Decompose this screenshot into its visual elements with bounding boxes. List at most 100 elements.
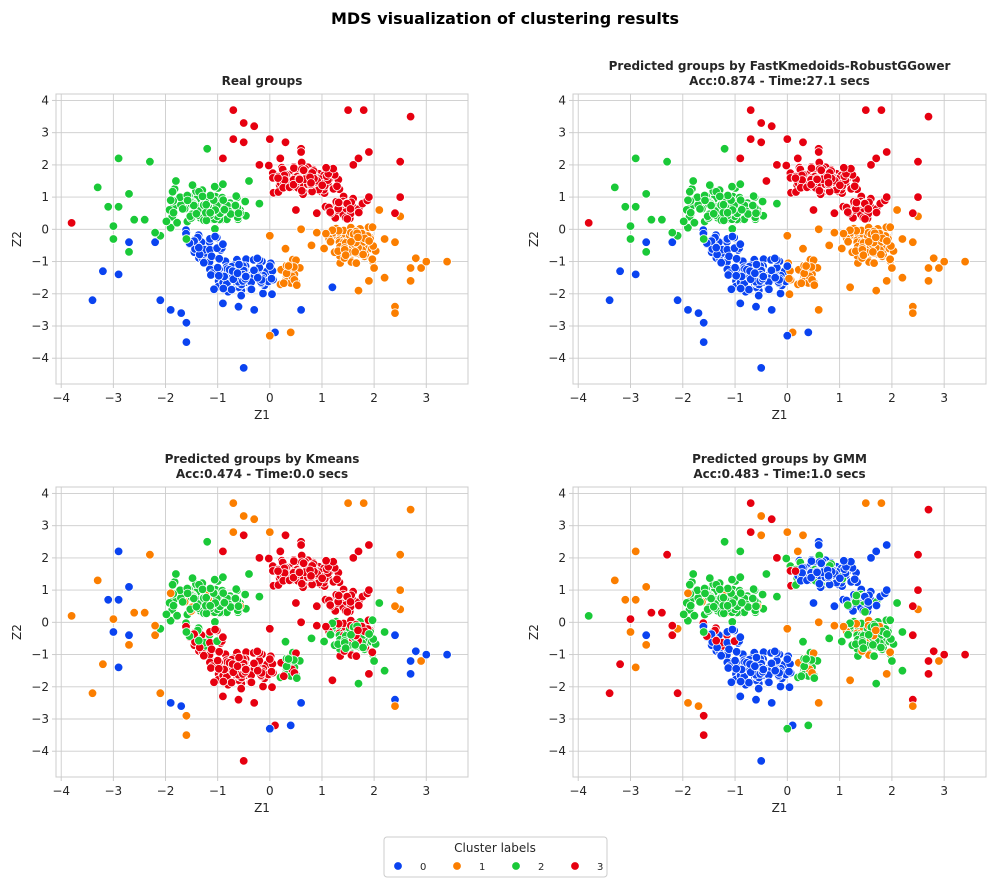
scatter-point [716, 651, 726, 661]
legend-marker-2 [511, 861, 521, 871]
scatter-point [214, 664, 224, 674]
scatter-point [887, 263, 897, 273]
scatter-point [693, 308, 704, 318]
scatter-point [359, 498, 369, 508]
scatter-point [209, 677, 219, 688]
scatter-point [201, 199, 211, 210]
scatter-point [249, 121, 259, 131]
subplot-title: Real groups [222, 74, 303, 88]
scatter-point [782, 527, 793, 537]
axes-frame [572, 486, 987, 778]
scatter-point [113, 269, 124, 280]
scatter-point [405, 276, 416, 286]
scatter-point [892, 598, 902, 608]
scatter-point [364, 276, 374, 286]
scatter-point [181, 730, 192, 740]
scatter-point [709, 602, 719, 612]
scatter-point [124, 582, 134, 592]
scatter-point [869, 651, 879, 661]
scatter-point [176, 701, 186, 711]
scatter-point [757, 589, 768, 600]
x-tick-label: −1 [209, 391, 227, 405]
scatter-point [234, 652, 244, 663]
scatter-point [240, 196, 250, 207]
scatter-point [672, 295, 683, 305]
y-tick-label: −2 [548, 680, 566, 694]
scatter-point [161, 216, 172, 227]
scatter-point [631, 595, 641, 605]
scatter-point [737, 598, 747, 608]
scatter-point [246, 677, 257, 688]
scatter-point [205, 190, 216, 201]
subplot-real-groups: Real groups −4 −3 −2 −1 0 1 2 3 −4 −3 −2 −1 0 1 2 3 4 Z1 Z2 [10, 74, 469, 422]
scatter-point [228, 105, 239, 115]
scatter-point [631, 546, 641, 557]
y-axis-label: Z2 [10, 231, 24, 247]
scatter-point [212, 655, 223, 666]
scatter-point [214, 271, 224, 281]
scatter-point [364, 147, 374, 157]
scatter-point [735, 179, 746, 189]
scatter-point [723, 583, 733, 594]
scatter-point [346, 237, 356, 247]
scatter-point [751, 259, 762, 270]
scatter-point [706, 200, 716, 211]
scatter-point [327, 282, 338, 293]
scatter-point [604, 688, 615, 698]
scatter-point [812, 174, 822, 185]
x-tick-label: 1 [836, 784, 844, 798]
scatter-point [421, 256, 432, 267]
x-axis-label: Z1 [772, 408, 788, 422]
scatter-point [253, 273, 263, 283]
scatter-point [866, 553, 876, 563]
scatter-point [341, 250, 351, 260]
scatter-point [354, 600, 364, 611]
scatter-point [265, 624, 275, 634]
y-tick-label: 1 [41, 583, 49, 597]
scatter-point [206, 663, 216, 673]
scatter-point [814, 147, 824, 157]
scatter-point [689, 217, 700, 228]
scatter-point [781, 553, 792, 564]
scatter-point [790, 173, 801, 183]
scatter-point [934, 263, 944, 273]
scatter-point [113, 153, 124, 164]
legend-marker-1 [452, 861, 462, 871]
y-tick-label: 1 [41, 190, 49, 204]
scatter-point [209, 181, 220, 192]
scatter-point [345, 204, 356, 214]
scatter-point [735, 546, 746, 557]
scatter-point [699, 627, 709, 637]
scatter-point [416, 656, 426, 666]
scatter-point [923, 669, 934, 679]
scatter-point [695, 597, 705, 607]
x-tick-label: −2 [674, 784, 692, 798]
scatter-point [181, 711, 192, 721]
scatter-point [861, 498, 871, 508]
scatter-point [240, 589, 250, 600]
scatter-point [364, 629, 374, 639]
scatter-point [113, 595, 124, 605]
scatter-point [641, 630, 651, 640]
scatter-point [191, 602, 202, 612]
scatter-point [730, 262, 740, 273]
scatter-point [390, 208, 400, 218]
scatter-point [405, 656, 416, 666]
scatter-point [784, 682, 795, 692]
scatter-point [756, 511, 766, 521]
scatter-point [289, 163, 299, 173]
subplot-title: Predicted groups by Kmeans Acc:0.474 - Ti… [165, 452, 360, 481]
scatter-point [754, 683, 764, 694]
x-tick-label: −3 [622, 784, 640, 798]
scatter-point [343, 498, 353, 508]
scatter-point [808, 598, 819, 608]
scatter-point [750, 268, 760, 278]
scatter-point [923, 276, 934, 286]
scatter-point [306, 240, 317, 251]
scatter-point [871, 153, 881, 164]
scatter-point [283, 654, 294, 664]
scatter-points [66, 498, 452, 766]
scatter-point [864, 630, 874, 640]
legend-label-2: 2 [538, 862, 544, 873]
scatter-point [748, 584, 759, 594]
